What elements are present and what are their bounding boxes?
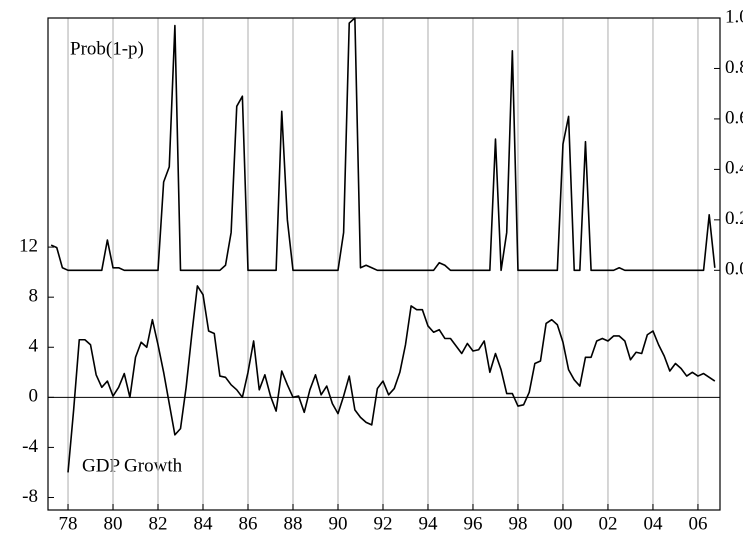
- y-tick-label: -4: [22, 436, 38, 457]
- plot-frame: [47, 17, 721, 511]
- x-tick-label: 78: [59, 513, 78, 534]
- x-tick-label: 94: [418, 513, 438, 534]
- x-tick-label: 92: [373, 513, 392, 534]
- x-tick-label: 00: [553, 513, 572, 534]
- y2-tick-label: 0.2: [725, 208, 743, 229]
- series-line: [67, 285, 716, 473]
- x-tick-label: 88: [283, 513, 302, 534]
- x-tick-label: 86: [239, 513, 258, 534]
- y-tick-label: 8: [29, 286, 39, 307]
- y-tick-label: -8: [22, 486, 38, 507]
- y-tick-label: 12: [19, 235, 38, 256]
- x-tick-label: 98: [508, 513, 527, 534]
- y2-tick-label: 0.6: [725, 107, 743, 128]
- x-tick-label: 80: [104, 513, 123, 534]
- series-line: [50, 17, 716, 272]
- y2-tick-label: 0.0: [725, 259, 743, 280]
- x-tick-label: 02: [598, 513, 617, 534]
- y-tick-label: 0: [29, 386, 39, 407]
- x-tick-label: 90: [328, 513, 347, 534]
- x-tick-label: 04: [643, 513, 663, 534]
- x-tick-label: 82: [149, 513, 168, 534]
- y2-tick-label: 0.4: [725, 158, 743, 179]
- x-tick-label: 06: [688, 513, 707, 534]
- y2-tick-label: 1.0: [725, 6, 743, 27]
- x-tick-label: 96: [463, 513, 482, 534]
- y-tick-label: 4: [29, 336, 39, 357]
- x-tick-label: 84: [194, 513, 214, 534]
- y2-tick-label: 0.8: [725, 57, 743, 78]
- annotation: Prob(1-p): [70, 38, 144, 59]
- annotation: GDP Growth: [82, 455, 183, 476]
